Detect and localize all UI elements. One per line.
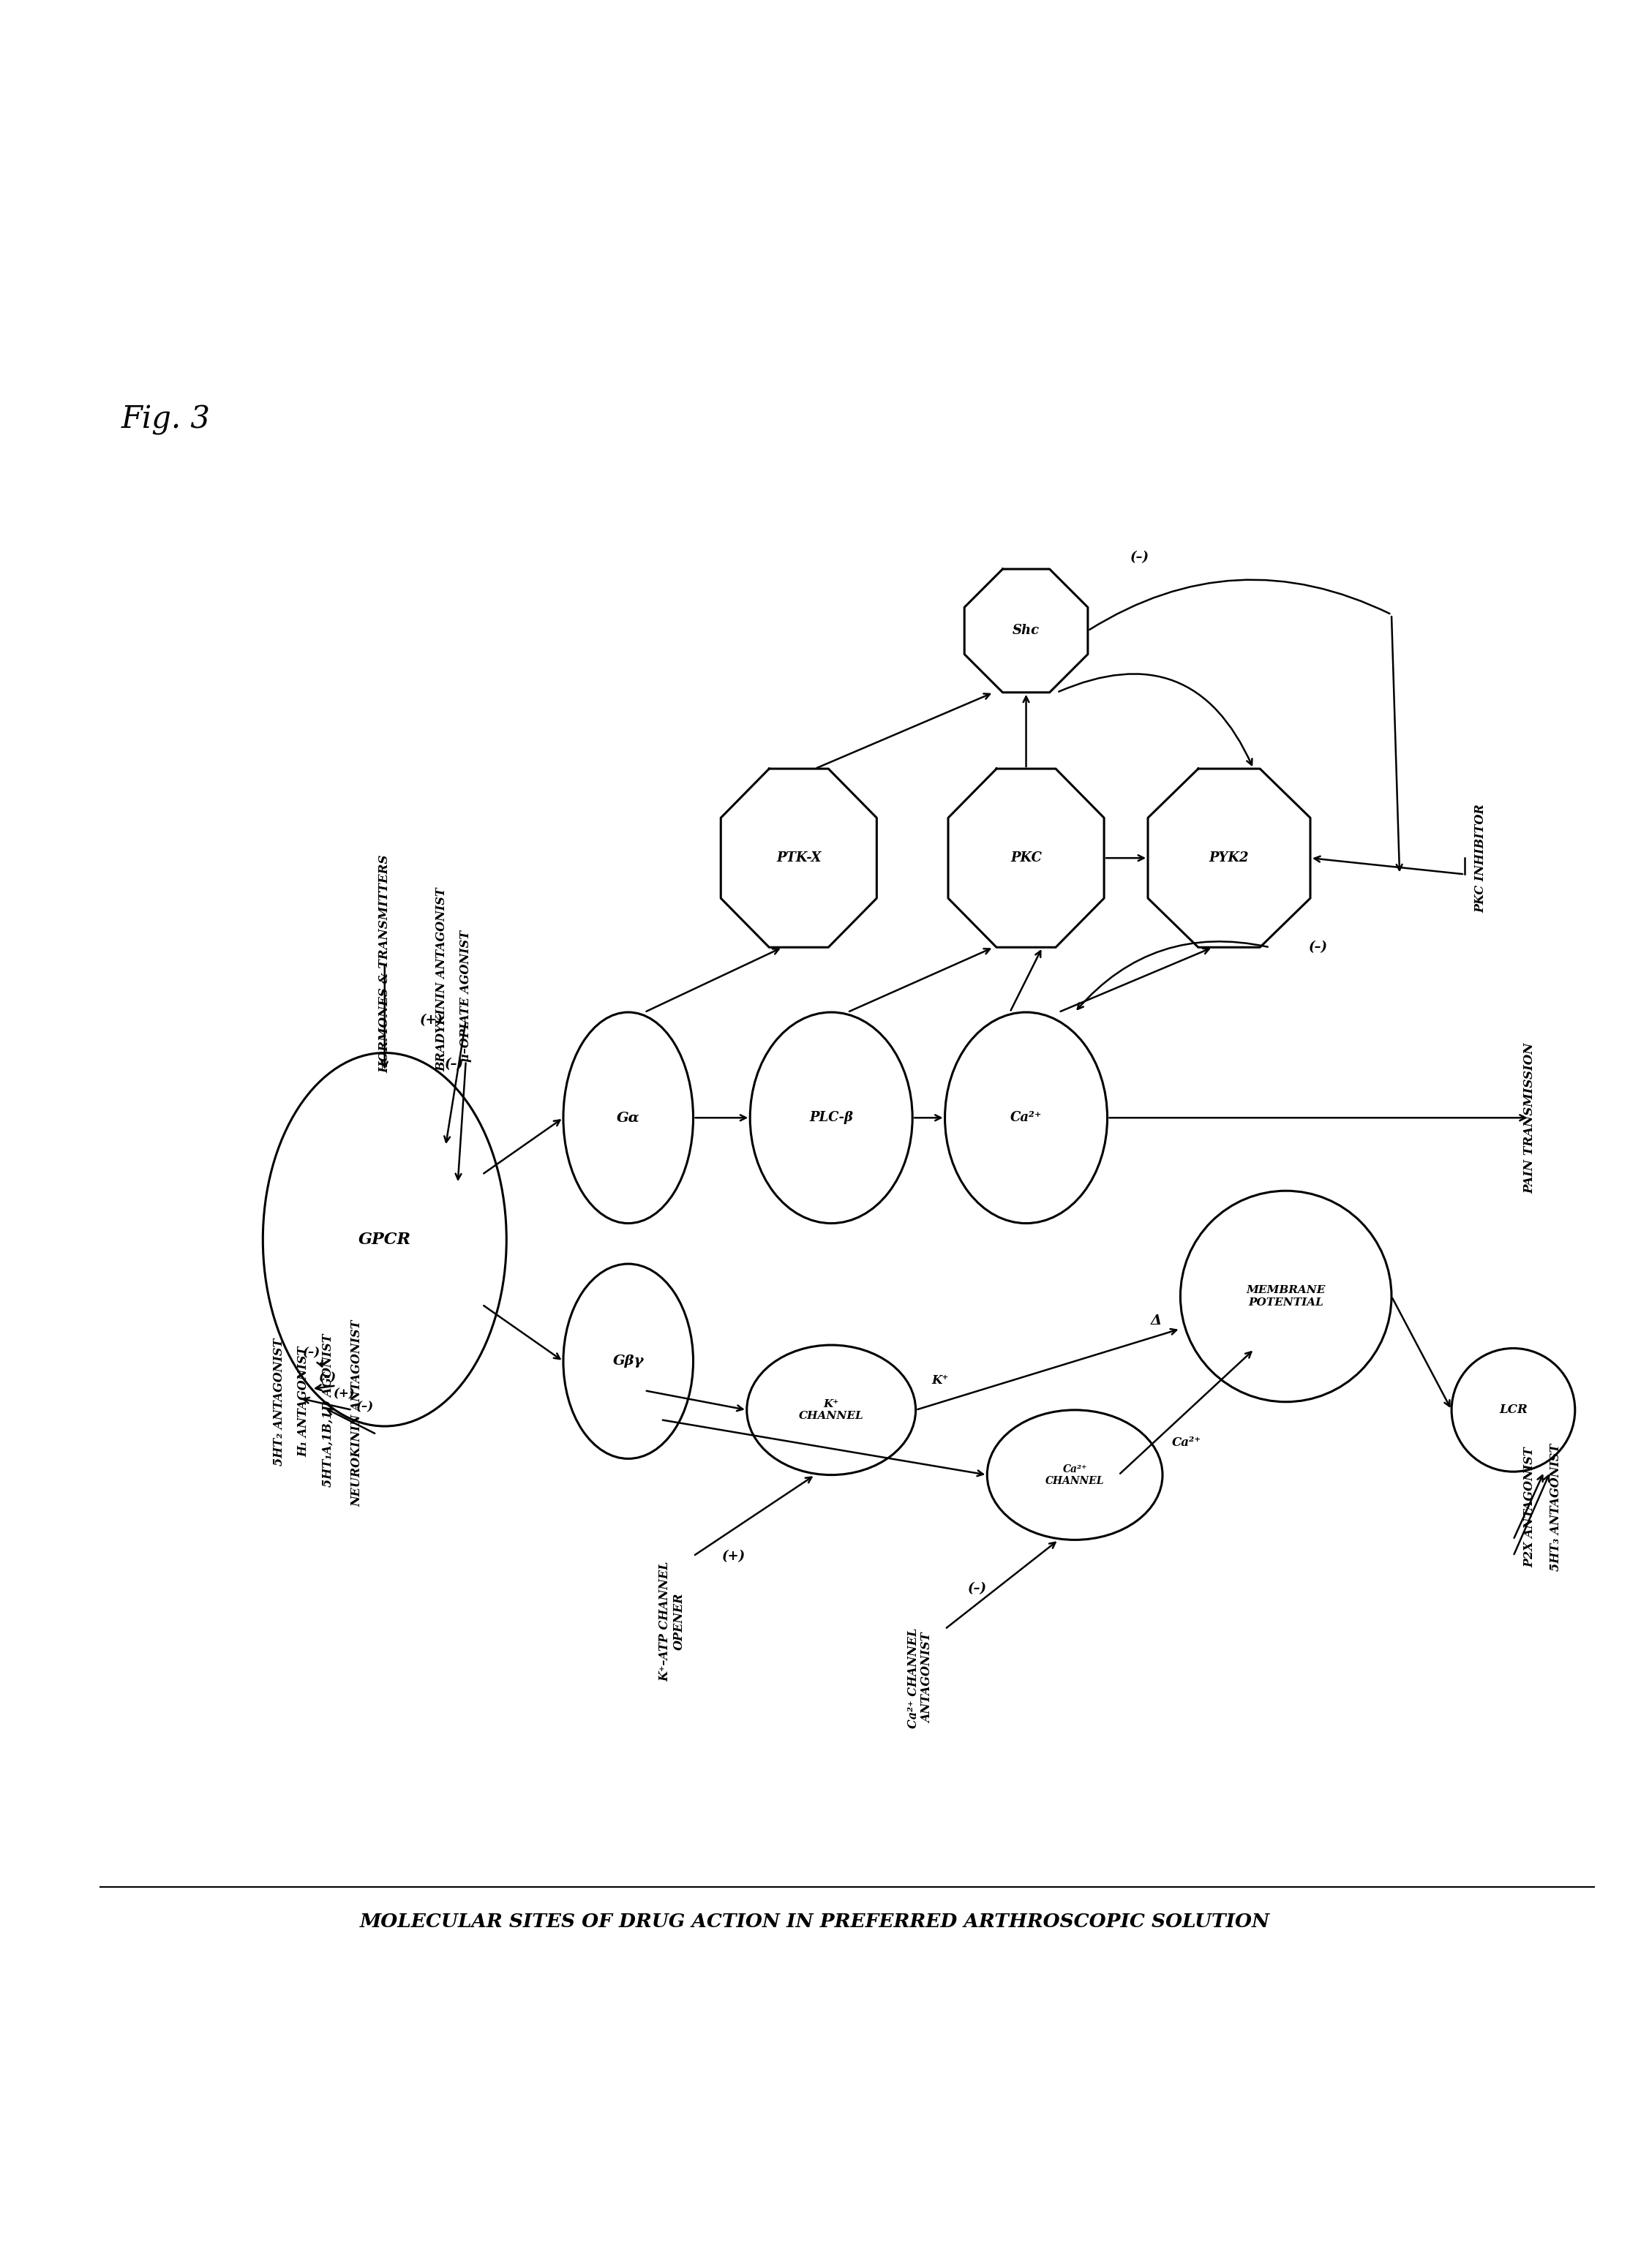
FancyArrowPatch shape — [1089, 581, 1390, 631]
Polygon shape — [949, 769, 1104, 948]
Text: Ca²⁺: Ca²⁺ — [1172, 1436, 1201, 1449]
Text: PKC INHIBITOR: PKC INHIBITOR — [1475, 803, 1487, 912]
Text: 5HT₁A,1B,1D AGONIST: 5HT₁A,1B,1D AGONIST — [321, 1334, 334, 1486]
Text: 5HT₂ ANTAGONIST: 5HT₂ ANTAGONIST — [272, 1338, 285, 1465]
Text: (–): (–) — [445, 1057, 465, 1070]
FancyArrowPatch shape — [1077, 941, 1268, 1009]
Text: (–): (–) — [1130, 551, 1149, 565]
Text: Δ: Δ — [1151, 1313, 1162, 1327]
Text: Gβγ: Gβγ — [613, 1354, 644, 1368]
Text: GPCR: GPCR — [359, 1232, 411, 1247]
Text: (–): (–) — [303, 1347, 321, 1359]
Text: MEMBRANE
POTENTIAL: MEMBRANE POTENTIAL — [1247, 1286, 1325, 1306]
Text: (+): (+) — [333, 1388, 355, 1399]
Text: H₁ ANTAGONIST: H₁ ANTAGONIST — [297, 1347, 310, 1456]
Text: K⁺: K⁺ — [931, 1374, 949, 1388]
Polygon shape — [965, 569, 1087, 692]
Text: LCR: LCR — [1500, 1404, 1527, 1415]
Polygon shape — [1148, 769, 1311, 948]
Text: (+): (+) — [722, 1549, 745, 1563]
Text: Ca²⁺ CHANNEL
ANTAGONIST: Ca²⁺ CHANNEL ANTAGONIST — [908, 1628, 934, 1728]
Text: P2X ANTAGONIST: P2X ANTAGONIST — [1524, 1447, 1535, 1567]
Polygon shape — [720, 769, 877, 948]
FancyArrowPatch shape — [1060, 674, 1252, 764]
Text: μ–OPIATE AGONIST: μ–OPIATE AGONIST — [460, 930, 473, 1061]
Text: K⁺
CHANNEL: K⁺ CHANNEL — [799, 1399, 864, 1422]
Text: 5HT₃ ANTAGONIST: 5HT₃ ANTAGONIST — [1548, 1445, 1562, 1572]
Text: (–): (–) — [968, 1583, 986, 1594]
Text: (–): (–) — [1309, 941, 1328, 955]
Text: BRADYKININ ANTAGONIST: BRADYKININ ANTAGONIST — [435, 887, 448, 1073]
Text: PAIN TRANSMISSION: PAIN TRANSMISSION — [1524, 1043, 1535, 1193]
Text: PTK-X: PTK-X — [776, 850, 822, 864]
Text: Fig. 3: Fig. 3 — [121, 404, 210, 435]
Text: K⁺–ATP CHANNEL
OPENER: K⁺–ATP CHANNEL OPENER — [659, 1560, 686, 1681]
Text: NEUROKININ ANTAGONIST: NEUROKININ ANTAGONIST — [350, 1320, 363, 1506]
Text: Ca²⁺: Ca²⁺ — [1011, 1111, 1042, 1125]
Text: (–): (–) — [357, 1402, 373, 1413]
Text: PKC: PKC — [1011, 850, 1042, 864]
Text: MOLECULAR SITES OF DRUG ACTION IN PREFERRED ARTHROSCOPIC SOLUTION: MOLECULAR SITES OF DRUG ACTION IN PREFER… — [360, 1912, 1270, 1930]
Text: Gα: Gα — [616, 1111, 641, 1125]
Text: Shc: Shc — [1012, 624, 1040, 637]
Text: (–): (–) — [319, 1372, 337, 1383]
Text: Ca²⁺
CHANNEL: Ca²⁺ CHANNEL — [1045, 1463, 1104, 1486]
Text: (+): (+) — [421, 1014, 443, 1027]
Text: PLC-β: PLC-β — [808, 1111, 852, 1125]
Text: PYK2: PYK2 — [1209, 850, 1249, 864]
Text: HORMONES & TRANSMITTERS: HORMONES & TRANSMITTERS — [378, 855, 391, 1073]
